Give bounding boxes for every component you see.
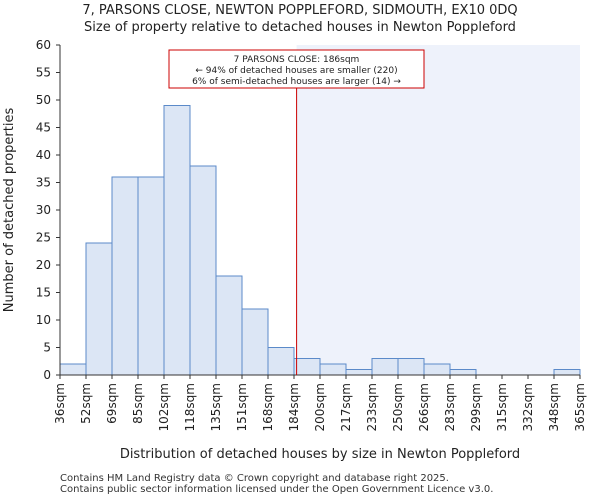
histogram-bar bbox=[241, 308, 269, 376]
chart-subtitle-text: Size of property relative to detached ho… bbox=[84, 20, 516, 35]
x-tick-label: 69sqm bbox=[105, 383, 119, 424]
x-tick-label: 266sqm bbox=[417, 383, 431, 431]
histogram-bar bbox=[423, 363, 451, 376]
x-tick-label: 250sqm bbox=[391, 383, 405, 431]
annotation-border bbox=[168, 49, 425, 89]
histogram-chart: 0 5 10 15 20 25 30 35 40 45 50 55 60 36sqm 52sqm 69sqm 8… bbox=[2, 38, 587, 462]
footer-line-1: Contains HM Land Registry data © Crown c… bbox=[60, 473, 449, 484]
y-tick-label: 60 bbox=[36, 38, 51, 52]
histogram-bar bbox=[85, 242, 113, 376]
histogram-bar bbox=[59, 363, 87, 376]
x-tick-label: 184sqm bbox=[287, 383, 301, 431]
footer-line-2: Contains public sector information licen… bbox=[60, 484, 494, 495]
x-tick-label: 332sqm bbox=[521, 383, 535, 431]
annotation-line-2: ← 94% of detached houses are smaller (22… bbox=[195, 66, 397, 76]
y-tick-label: 50 bbox=[36, 93, 51, 107]
highlight-region bbox=[296, 45, 580, 375]
histogram-bar bbox=[449, 369, 477, 376]
x-tick-label: 151sqm bbox=[235, 383, 249, 431]
y-tick-label: 10 bbox=[36, 313, 51, 327]
histogram-bar bbox=[215, 275, 243, 376]
x-tick-label: 168sqm bbox=[261, 383, 275, 431]
x-tick-label: 315sqm bbox=[495, 383, 509, 431]
x-tick-label: 118sqm bbox=[183, 383, 197, 431]
x-tick-label: 217sqm bbox=[339, 383, 353, 431]
histogram-bar bbox=[371, 358, 399, 376]
histogram-bar bbox=[163, 105, 191, 376]
histogram-bar bbox=[111, 176, 139, 376]
y-tick-label: 5 bbox=[43, 341, 51, 355]
y-tick-label: 30 bbox=[36, 203, 51, 217]
x-tick-label: 299sqm bbox=[469, 383, 483, 431]
y-tick-label: 25 bbox=[36, 231, 51, 245]
y-axis-label: Number of detached properties bbox=[2, 108, 17, 313]
x-tick-label: 200sqm bbox=[313, 383, 327, 431]
y-tick-label: 55 bbox=[36, 66, 51, 80]
x-tick-label: 135sqm bbox=[209, 383, 223, 431]
histogram-bar bbox=[553, 369, 581, 376]
x-tick-label: 348sqm bbox=[547, 383, 561, 431]
footer: Contains HM Land Registry data © Crown c… bbox=[60, 473, 493, 495]
histogram-bar bbox=[189, 165, 217, 376]
y-tick-label: 40 bbox=[36, 148, 51, 162]
axes-group: 0 5 10 15 20 25 30 35 40 45 50 55 60 36sqm 52sqm 69sqm 8… bbox=[36, 38, 587, 431]
histogram-bar bbox=[267, 347, 295, 376]
x-tick-label: 85sqm bbox=[131, 383, 145, 424]
annotation-line-3: 6% of semi-detached houses are larger (1… bbox=[192, 77, 401, 87]
y-tick-label: 15 bbox=[36, 286, 51, 300]
x-tick-label: 102sqm bbox=[157, 383, 171, 431]
x-axis-label: Distribution of detached houses by size … bbox=[120, 447, 520, 462]
histogram-bar bbox=[137, 176, 165, 376]
y-tick-label: 0 bbox=[43, 368, 51, 382]
annotation-box: 7 PARSONS CLOSE: 186sqm ← 94% of detache… bbox=[168, 49, 425, 89]
chart-title: 7, PARSONS CLOSE, NEWTON POPPLEFORD, SID… bbox=[0, 2, 600, 36]
y-tick-label: 35 bbox=[36, 176, 51, 190]
histogram-bar bbox=[397, 358, 425, 376]
histogram-bar bbox=[293, 358, 321, 376]
annotation-line-1: 7 PARSONS CLOSE: 186sqm bbox=[234, 55, 360, 65]
chart-title-text: 7, PARSONS CLOSE, NEWTON POPPLEFORD, SID… bbox=[82, 3, 518, 18]
x-tick-label: 365sqm bbox=[573, 383, 587, 431]
y-tick-label: 20 bbox=[36, 258, 51, 272]
bars-group bbox=[59, 105, 581, 376]
histogram-bar bbox=[345, 369, 373, 376]
y-tick-label: 45 bbox=[36, 121, 51, 135]
x-tick-label: 283sqm bbox=[443, 383, 457, 431]
x-tick-label: 36sqm bbox=[53, 383, 67, 424]
histogram-bar bbox=[319, 363, 347, 376]
x-tick-label: 233sqm bbox=[365, 383, 379, 431]
x-tick-label: 52sqm bbox=[79, 383, 93, 424]
